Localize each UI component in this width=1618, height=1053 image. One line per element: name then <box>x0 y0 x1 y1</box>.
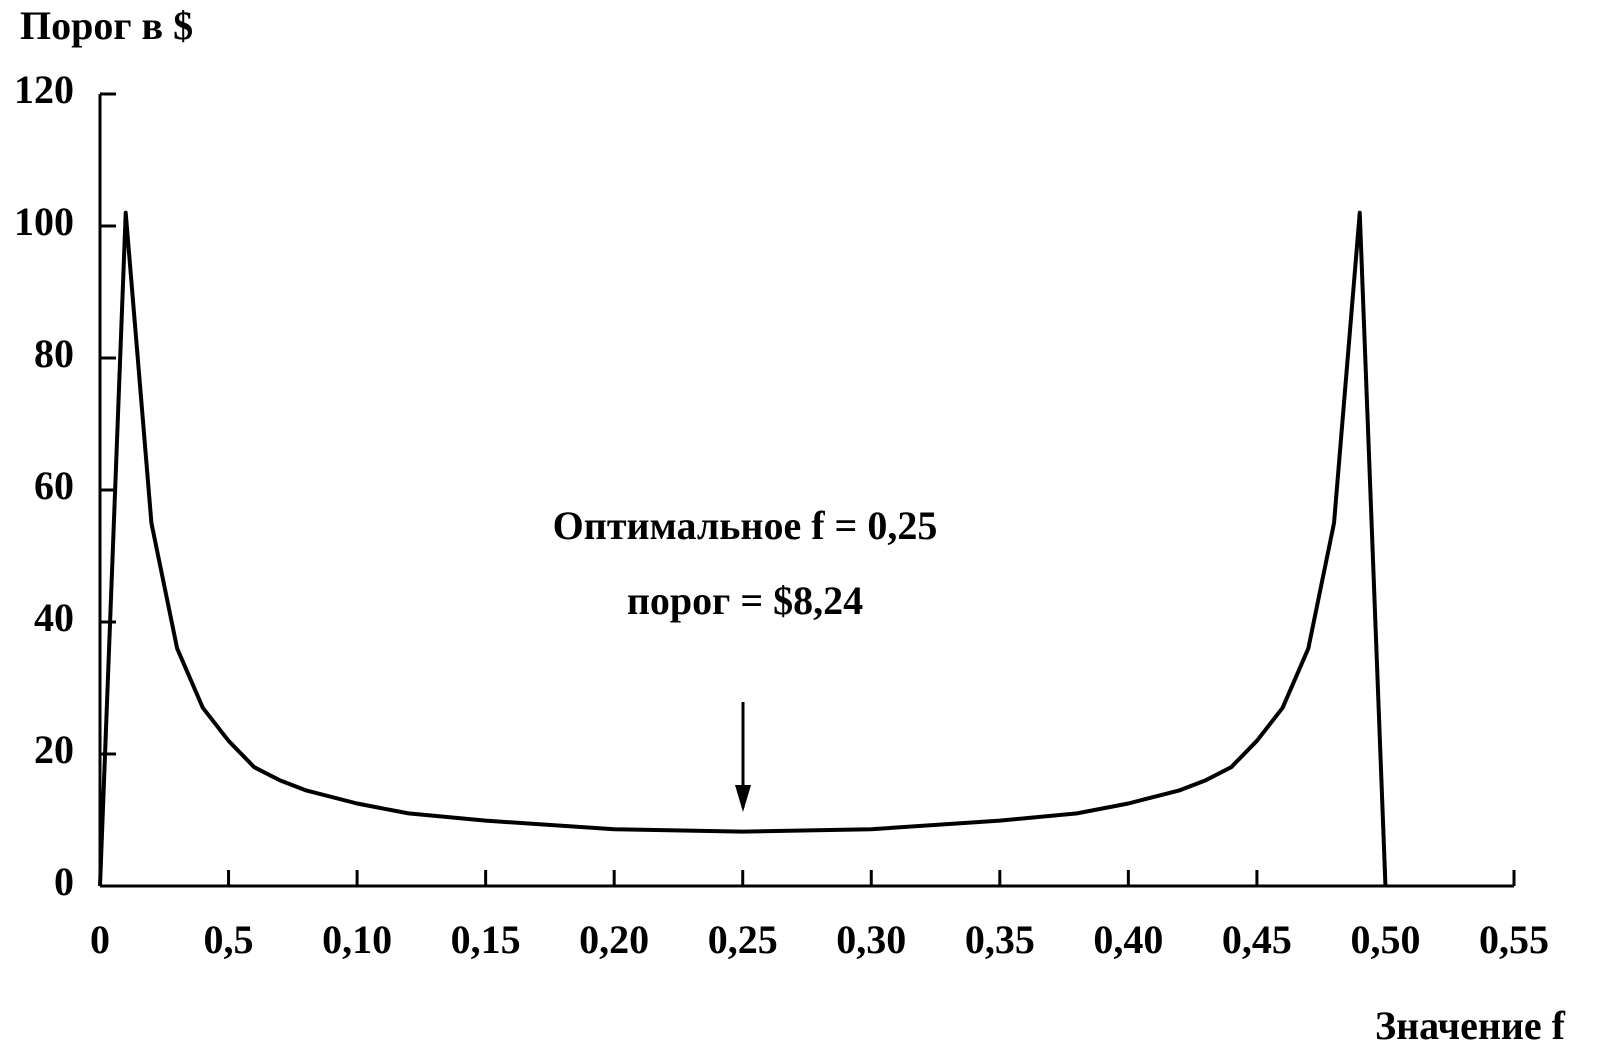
x-tick-label: 0,10 <box>322 917 392 962</box>
x-tick-label: 0,30 <box>836 917 906 962</box>
x-tick-label: 0,50 <box>1350 917 1420 962</box>
x-tick-label: 0,25 <box>708 917 778 962</box>
y-tick-label: 120 <box>14 67 74 112</box>
y-tick-label: 20 <box>34 727 74 772</box>
annotation: Оптимальное f = 0,25 <box>553 503 938 548</box>
x-tick-label: 0,5 <box>204 917 254 962</box>
y-tick-label: 100 <box>14 199 74 244</box>
annotation-arrow <box>735 702 751 812</box>
x-tick-label: 0,45 <box>1222 917 1292 962</box>
x-tick-label: 0,55 <box>1479 917 1549 962</box>
x-tick-label: 0,40 <box>1093 917 1163 962</box>
x-tick-label: 0,35 <box>965 917 1035 962</box>
y-tick-label: 80 <box>34 331 74 376</box>
line-series <box>98 210 1388 887</box>
y-axis-label: Порог в $ <box>20 3 193 48</box>
y-tick-label: 60 <box>34 463 74 508</box>
x-axis-label: Значение f <box>1375 1003 1566 1048</box>
y-tick-label: 40 <box>34 595 74 640</box>
annotation: порог = $8,24 <box>627 578 863 623</box>
y-tick-label: 0 <box>54 859 74 904</box>
x-tick-label: 0,20 <box>579 917 649 962</box>
x-tick-label: 0,15 <box>451 917 521 962</box>
x-tick-label: 0 <box>90 917 110 962</box>
